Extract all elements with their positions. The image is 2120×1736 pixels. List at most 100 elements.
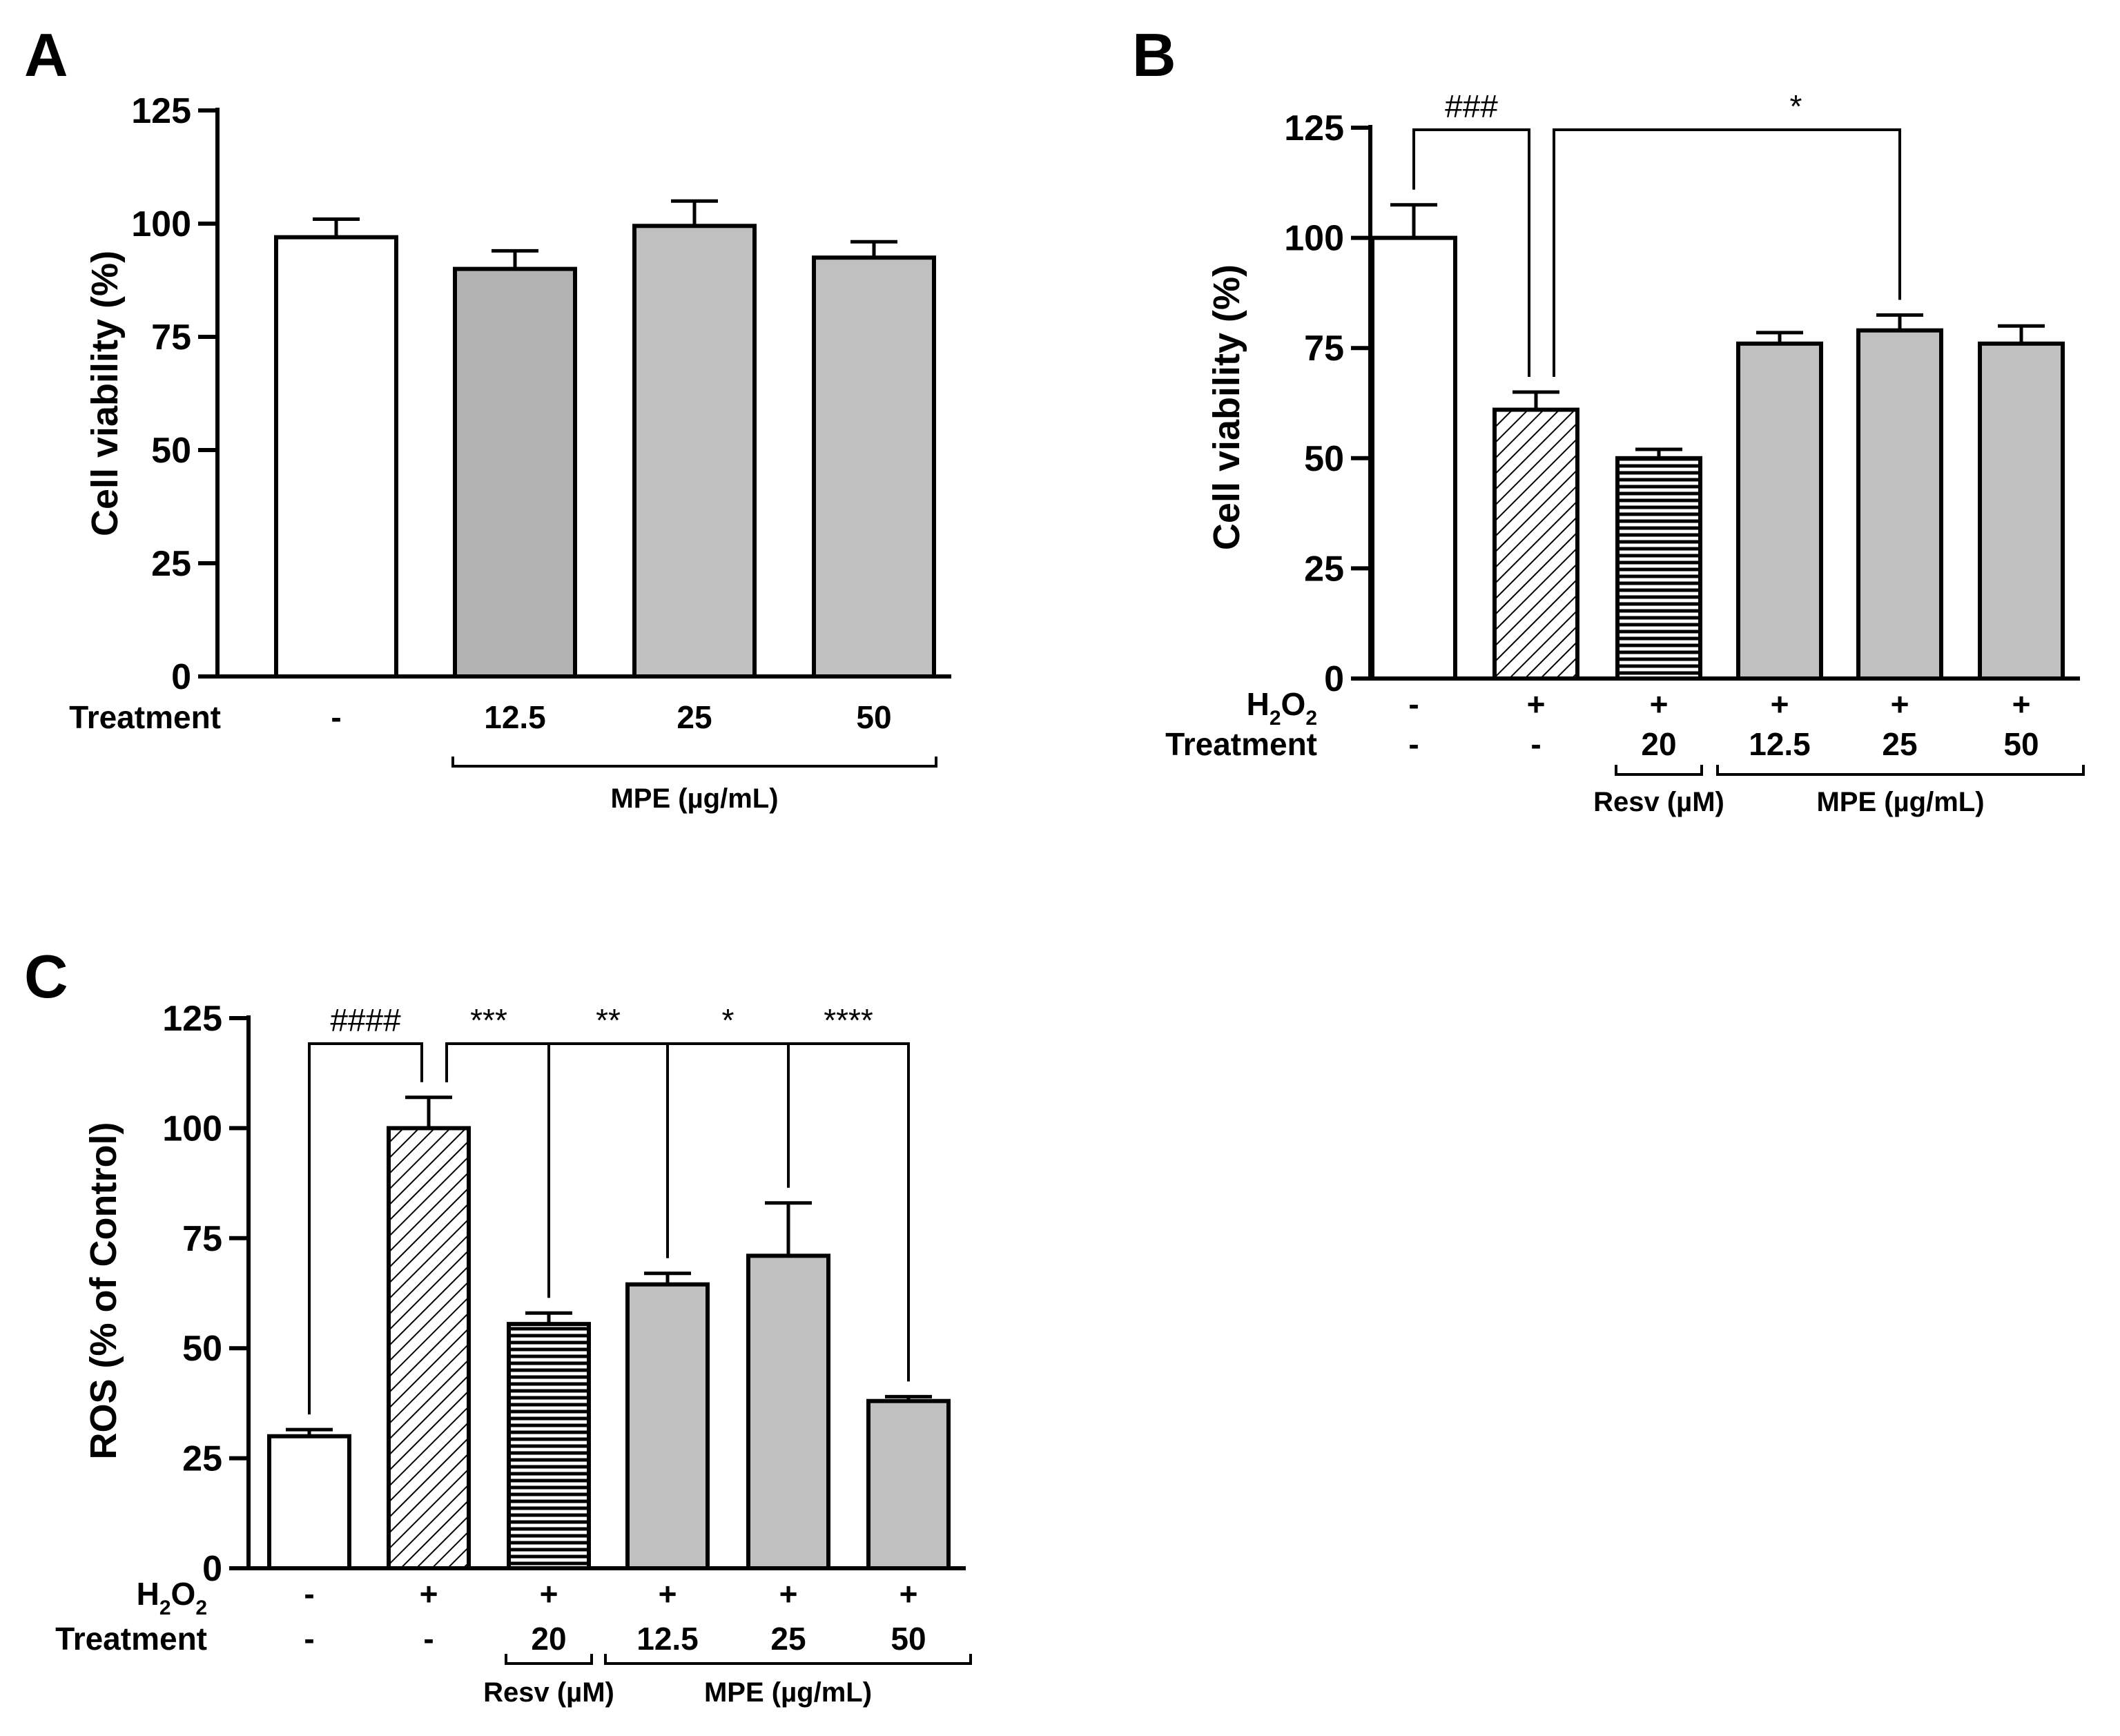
significance-label: * bbox=[1790, 88, 1802, 124]
significance-bracket bbox=[445, 1042, 790, 1188]
bar bbox=[1370, 235, 1457, 681]
significance-bracket bbox=[308, 1042, 423, 1415]
row-value: 25 bbox=[770, 1621, 806, 1657]
row-label-sub: 2 bbox=[195, 1597, 207, 1619]
row-label-h2o2: H2O2 bbox=[137, 1576, 207, 1619]
row-value: + bbox=[659, 1576, 677, 1612]
group-label: Resv (µM) bbox=[1593, 787, 1724, 817]
row-value: + bbox=[1891, 686, 1909, 722]
y-axis-label: Cell viability (%) bbox=[84, 251, 126, 536]
group-underline bbox=[1615, 765, 1703, 776]
row-value: - bbox=[1530, 726, 1541, 762]
y-tick-label: 25 bbox=[182, 1439, 222, 1479]
significance-bracket bbox=[445, 1042, 669, 1258]
significance-label: ### bbox=[1445, 88, 1498, 124]
row-value: 25 bbox=[677, 699, 712, 735]
row-value: + bbox=[420, 1576, 438, 1612]
row-value: - bbox=[304, 1621, 314, 1657]
significance-label: * bbox=[722, 1002, 735, 1038]
row-value: - bbox=[304, 1576, 314, 1612]
bar bbox=[632, 224, 757, 679]
row-value: + bbox=[540, 1576, 558, 1612]
bar bbox=[746, 1254, 830, 1570]
bar bbox=[1615, 456, 1702, 681]
significance-label: #### bbox=[330, 1002, 401, 1038]
bar bbox=[1492, 407, 1579, 681]
bar bbox=[453, 266, 577, 679]
y-tick-label: 0 bbox=[202, 1549, 222, 1589]
group-underline bbox=[505, 1654, 593, 1665]
row-value: - bbox=[423, 1621, 434, 1657]
row-value: 12.5 bbox=[1749, 726, 1811, 762]
row-value: 20 bbox=[1641, 726, 1676, 762]
panel-label: B bbox=[1132, 21, 1176, 89]
panel-a: A 0 25 50 75 100 125 Cell viability (%) Treatmen… bbox=[24, 21, 951, 814]
row-label-part: O bbox=[1281, 686, 1306, 722]
bar bbox=[274, 235, 398, 679]
y-axis-label: ROS (% of Control) bbox=[83, 1122, 124, 1460]
row-value: + bbox=[1650, 686, 1669, 722]
row-value: 12.5 bbox=[484, 699, 546, 735]
significance-bracket bbox=[1412, 128, 1530, 378]
y-tick-label: 50 bbox=[182, 1329, 222, 1369]
group-label: Resv (µM) bbox=[483, 1677, 614, 1708]
group-underline bbox=[1716, 765, 2085, 776]
significance-label: *** bbox=[470, 1002, 507, 1038]
group-underline bbox=[451, 757, 937, 768]
row-label: Treatment bbox=[1165, 726, 1317, 762]
y-tick-label: 75 bbox=[1304, 329, 1344, 369]
group-label: MPE (µg/mL) bbox=[1816, 787, 1984, 817]
significance-bracket bbox=[1553, 128, 1901, 378]
panel-label: C bbox=[24, 942, 68, 1011]
row-value: 50 bbox=[891, 1621, 926, 1657]
group-label: MPE (µg/mL) bbox=[704, 1677, 872, 1708]
row-label-h2o2: H2O2 bbox=[1247, 686, 1317, 730]
panel-label: A bbox=[24, 21, 68, 89]
row-value: - bbox=[1408, 686, 1419, 722]
y-tick-label: 100 bbox=[131, 204, 191, 244]
group-underline bbox=[604, 1654, 972, 1665]
row-value: + bbox=[899, 1576, 918, 1612]
row-value: 25 bbox=[1882, 726, 1917, 762]
row-label: Treatment bbox=[55, 1621, 207, 1657]
row-value: 20 bbox=[531, 1621, 566, 1657]
y-tick-label: 125 bbox=[1284, 108, 1344, 148]
row-label: Treatment bbox=[69, 699, 221, 735]
y-tick-label: 0 bbox=[171, 657, 191, 697]
bar bbox=[1736, 341, 1823, 681]
bar bbox=[812, 255, 936, 679]
bar bbox=[866, 1398, 951, 1571]
bar bbox=[625, 1282, 710, 1571]
significance-bracket bbox=[445, 1042, 910, 1382]
row-label-sub: 2 bbox=[1270, 707, 1281, 730]
row-value: + bbox=[1771, 686, 1789, 722]
row-label-part: H bbox=[137, 1576, 159, 1612]
row-label-part: O bbox=[171, 1576, 196, 1612]
bar bbox=[387, 1126, 471, 1570]
row-label-part: H bbox=[1247, 686, 1270, 722]
group-label: MPE (µg/mL) bbox=[610, 783, 778, 814]
y-tick-label: 125 bbox=[131, 91, 191, 131]
y-tick-label: 50 bbox=[151, 431, 191, 471]
row-value: + bbox=[2012, 686, 2031, 722]
row-label-sub: 2 bbox=[159, 1597, 171, 1619]
row-value: 50 bbox=[2003, 726, 2039, 762]
row-value: 12.5 bbox=[636, 1621, 699, 1657]
y-tick-label: 50 bbox=[1304, 439, 1344, 479]
significance-label: ** bbox=[596, 1002, 621, 1038]
y-tick-label: 0 bbox=[1324, 659, 1344, 699]
y-tick-label: 100 bbox=[1284, 219, 1344, 259]
y-axis-label: Cell viability (%) bbox=[1206, 264, 1247, 550]
bar bbox=[1856, 328, 1943, 681]
row-value: - bbox=[331, 699, 341, 735]
y-tick-label: 25 bbox=[1304, 549, 1344, 589]
row-label-sub: 2 bbox=[1305, 707, 1317, 730]
bar bbox=[507, 1322, 591, 1570]
y-tick-label: 25 bbox=[151, 544, 191, 584]
y-tick-label: 100 bbox=[162, 1109, 222, 1149]
row-value: + bbox=[1527, 686, 1546, 722]
row-value: - bbox=[1408, 726, 1419, 762]
